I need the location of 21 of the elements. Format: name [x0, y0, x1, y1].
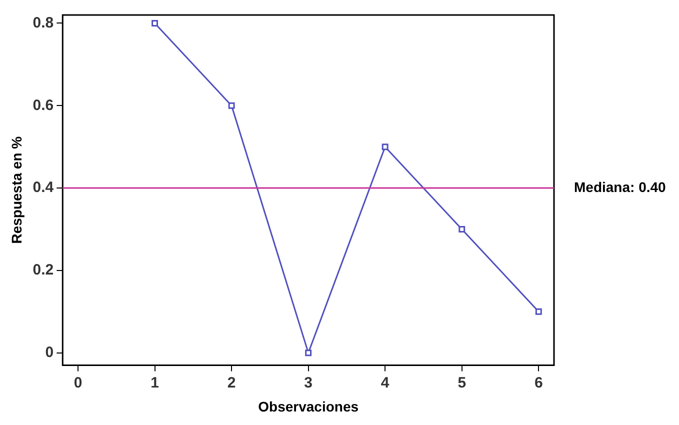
x-tick-label: 6 — [534, 374, 543, 392]
point — [382, 144, 388, 150]
x-tick-label: 0 — [74, 374, 82, 392]
x-tick-label: 4 — [380, 374, 390, 392]
point — [228, 102, 235, 109]
y-tick-label: 0.8 — [32, 14, 54, 32]
y-tick-label: 0 — [45, 344, 54, 361]
y-tick-label: 0.6 — [32, 96, 54, 114]
y-axis-title: Respuesta en % — [8, 136, 24, 244]
x-tick-label: 1 — [150, 374, 159, 392]
point — [458, 226, 466, 232]
point — [535, 308, 542, 315]
x-tick-label: 3 — [304, 374, 312, 392]
x-tick-label: 2 — [227, 374, 236, 392]
ref-line-label: Mediana: 0.40 — [574, 178, 666, 195]
point — [152, 20, 158, 26]
point — [305, 350, 312, 356]
x-axis-title: Observaciones — [258, 398, 359, 414]
y-tick-label: 0.2 — [32, 262, 54, 279]
x-tick-label: 5 — [458, 374, 466, 392]
y-tick-label: 0.4 — [32, 179, 54, 196]
